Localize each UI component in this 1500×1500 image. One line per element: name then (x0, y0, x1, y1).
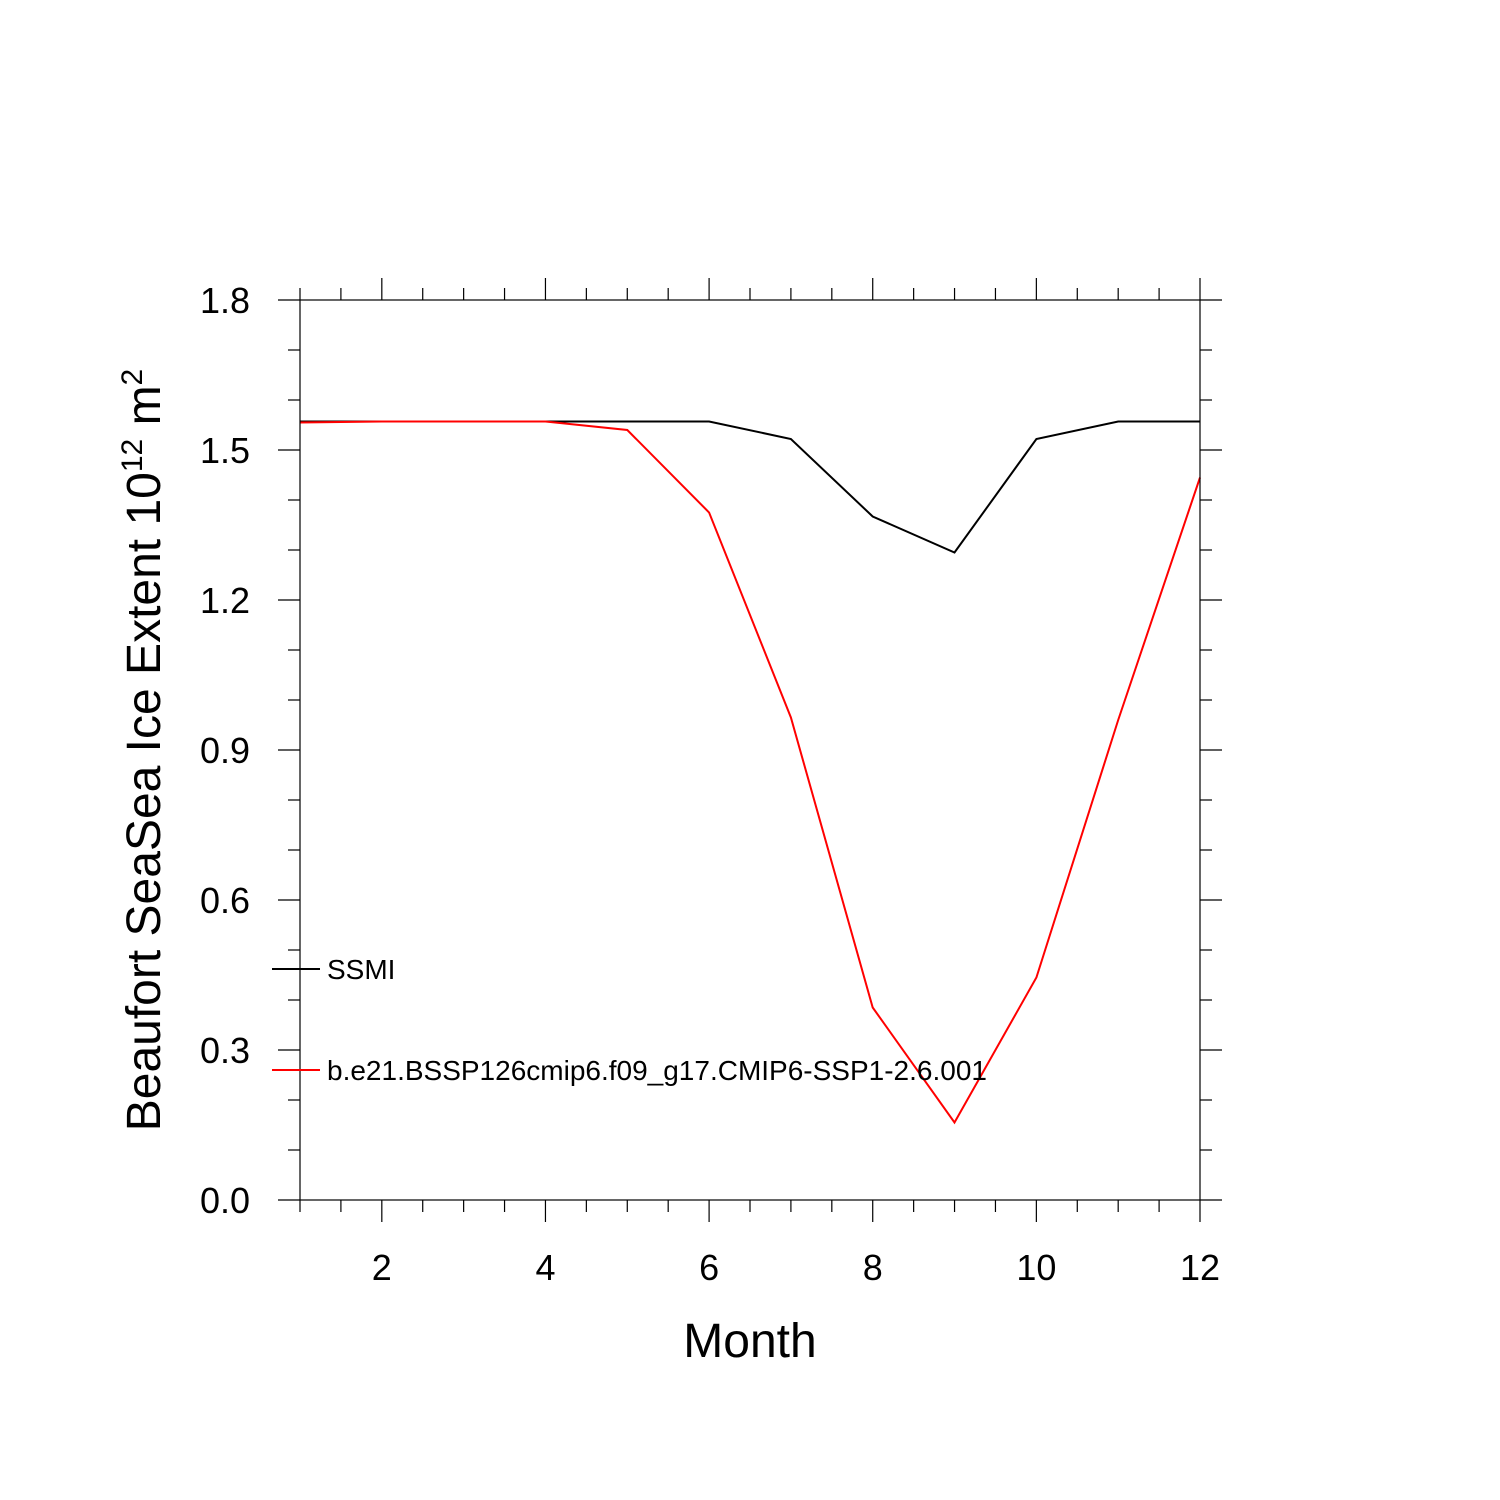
y-axis-title-unit-exponent: 2 (116, 369, 149, 386)
legend-label-ssmi: SSMI (327, 954, 395, 985)
y-tick-label: 0.6 (200, 880, 250, 921)
y-tick-label: 0.0 (200, 1180, 250, 1221)
y-tick-label: 1.8 (200, 280, 250, 321)
x-tick-label: 10 (1016, 1247, 1056, 1288)
y-axis-title-main: Beaufort SeaSea Ice Extent 10 (118, 472, 171, 1131)
legend-label-cmip6: b.e21.BSSP126cmip6.f09_g17.CMIP6-SSP1-2.… (327, 1055, 987, 1086)
x-axis-title: Month (683, 1315, 816, 1368)
axis-ticks (278, 278, 1222, 1222)
x-tick-label: 8 (863, 1247, 883, 1288)
tick-labels: 2 4 6 8 10 12 0.0 0.3 0.6 0.9 1.2 1.5 1.8 (200, 280, 1220, 1288)
y-axis-title-unit: m (118, 385, 171, 438)
y-axis-title-exponent: 12 (116, 439, 149, 472)
x-tick-label: 6 (699, 1247, 719, 1288)
series-line-1 (299, 420, 1201, 1125)
y-tick-label: 0.9 (200, 730, 250, 771)
x-tick-label: 2 (372, 1247, 392, 1288)
series-line-0 (300, 420, 1200, 554)
y-tick-label: 1.5 (200, 430, 250, 471)
x-tick-label: 12 (1180, 1247, 1220, 1288)
y-tick-label: 1.2 (200, 580, 250, 621)
y-axis-title: Beaufort SeaSea Ice Extent 1012 m2 (116, 369, 171, 1132)
x-tick-label: 4 (535, 1247, 555, 1288)
series-lines (299, 420, 1201, 1125)
y-tick-label: 0.3 (200, 1030, 250, 1071)
plot-frame (299, 299, 1201, 1201)
legend: SSMI b.e21.BSSP126cmip6.f09_g17.CMIP6-SS… (272, 954, 987, 1086)
